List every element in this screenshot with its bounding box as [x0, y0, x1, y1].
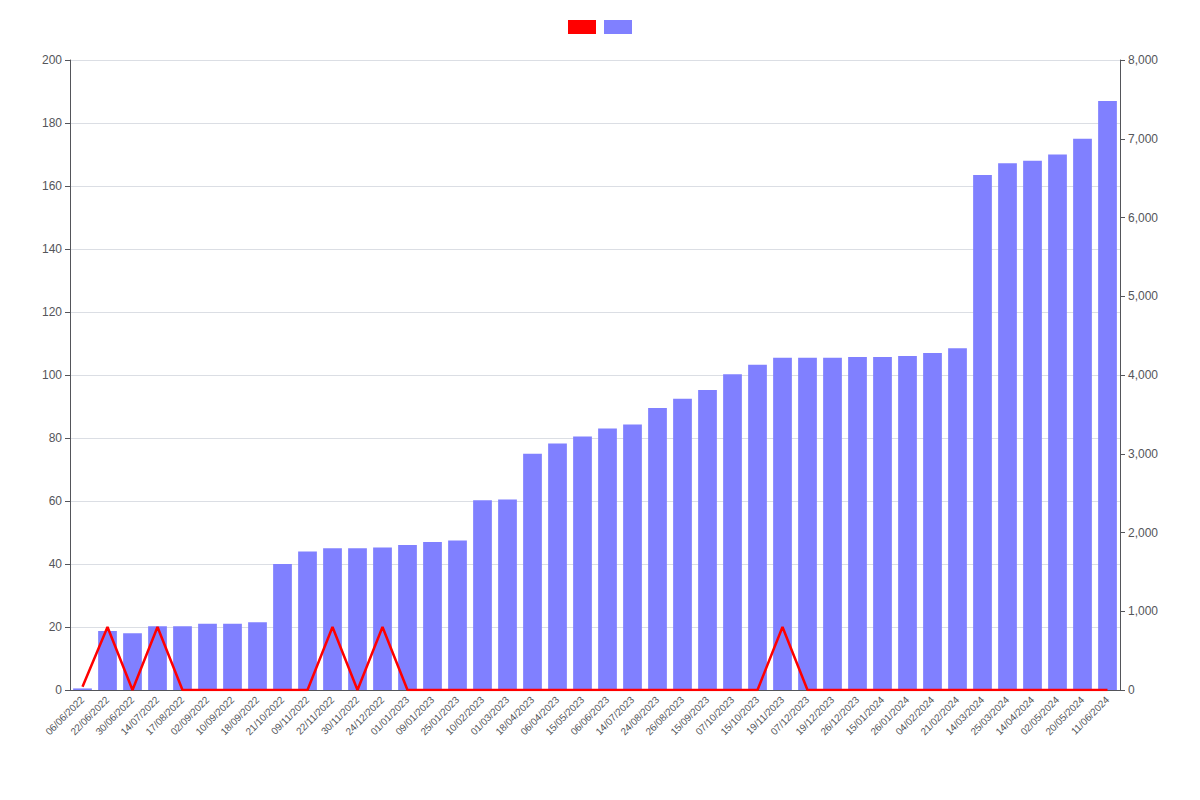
svg-text:5,000: 5,000 — [1128, 289, 1158, 303]
svg-text:7,000: 7,000 — [1128, 132, 1158, 146]
svg-text:18/04/2023: 18/04/2023 — [493, 694, 537, 738]
svg-text:09/01/2023: 09/01/2023 — [393, 694, 437, 738]
svg-text:15/01/2024: 15/01/2024 — [843, 694, 887, 738]
svg-text:26/12/2023: 26/12/2023 — [818, 694, 862, 738]
svg-text:25/03/2024: 25/03/2024 — [968, 694, 1012, 738]
svg-text:40: 40 — [49, 557, 63, 571]
svg-text:180: 180 — [42, 116, 62, 130]
svg-text:01/03/2023: 01/03/2023 — [468, 694, 512, 738]
svg-text:21/02/2024: 21/02/2024 — [918, 694, 962, 738]
svg-text:18/09/2022: 18/09/2022 — [218, 694, 262, 738]
svg-text:4,000: 4,000 — [1128, 368, 1158, 382]
svg-text:80: 80 — [49, 431, 63, 445]
svg-text:11/06/2024: 11/06/2024 — [1069, 694, 1112, 737]
svg-text:04/02/2024: 04/02/2024 — [893, 694, 937, 738]
svg-text:06/04/2023: 06/04/2023 — [518, 694, 562, 738]
svg-text:01/01/2023: 01/01/2023 — [368, 694, 412, 738]
svg-text:30/11/2022: 30/11/2022 — [318, 694, 362, 737]
svg-text:07/10/2023: 07/10/2023 — [693, 694, 737, 738]
svg-text:19/11/2023: 19/11/2023 — [743, 694, 787, 737]
svg-text:21/10/2022: 21/10/2022 — [243, 694, 287, 738]
svg-text:60: 60 — [49, 494, 63, 508]
svg-text:24/12/2022: 24/12/2022 — [343, 694, 387, 738]
svg-text:15/09/2023: 15/09/2023 — [668, 694, 712, 738]
svg-text:24/08/2023: 24/08/2023 — [618, 694, 662, 738]
svg-text:14/07/2023: 14/07/2023 — [593, 694, 637, 738]
svg-text:0: 0 — [55, 683, 62, 697]
svg-text:6,000: 6,000 — [1128, 211, 1158, 225]
svg-text:15/05/2023: 15/05/2023 — [543, 694, 587, 738]
svg-text:15/10/2023: 15/10/2023 — [718, 694, 762, 738]
svg-text:200: 200 — [42, 53, 62, 67]
svg-text:22/11/2022: 22/11/2022 — [293, 694, 337, 737]
svg-text:25/01/2023: 25/01/2023 — [418, 694, 462, 738]
svg-text:2,000: 2,000 — [1128, 526, 1158, 540]
svg-text:17/08/2022: 17/08/2022 — [143, 694, 187, 738]
svg-text:14/03/2024: 14/03/2024 — [943, 694, 987, 738]
svg-text:8,000: 8,000 — [1128, 53, 1158, 67]
svg-text:02/09/2022: 02/09/2022 — [168, 694, 212, 738]
svg-text:19/12/2023: 19/12/2023 — [793, 694, 837, 738]
svg-text:0: 0 — [1128, 683, 1135, 697]
svg-text:14/04/2024: 14/04/2024 — [993, 694, 1037, 738]
svg-text:02/05/2024: 02/05/2024 — [1018, 694, 1062, 738]
svg-text:14/07/2022: 14/07/2022 — [118, 694, 162, 738]
svg-text:1,000: 1,000 — [1128, 604, 1158, 618]
svg-text:30/06/2022: 30/06/2022 — [93, 694, 137, 738]
svg-text:07/12/2023: 07/12/2023 — [768, 694, 812, 738]
svg-text:06/06/2023: 06/06/2023 — [568, 694, 612, 738]
svg-text:10/02/2023: 10/02/2023 — [443, 694, 487, 738]
svg-text:20: 20 — [49, 620, 63, 634]
svg-text:09/11/2022: 09/11/2022 — [268, 694, 312, 737]
svg-text:20/05/2024: 20/05/2024 — [1043, 694, 1087, 738]
svg-text:140: 140 — [42, 242, 62, 256]
svg-text:100: 100 — [42, 368, 62, 382]
svg-text:10/09/2022: 10/09/2022 — [193, 694, 237, 738]
svg-text:26/08/2023: 26/08/2023 — [643, 694, 687, 738]
svg-text:3,000: 3,000 — [1128, 447, 1158, 461]
svg-text:160: 160 — [42, 179, 62, 193]
svg-text:120: 120 — [42, 305, 62, 319]
svg-text:22/06/2022: 22/06/2022 — [68, 694, 112, 738]
svg-text:06/06/2022: 06/06/2022 — [43, 694, 87, 738]
svg-text:26/01/2024: 26/01/2024 — [868, 694, 912, 738]
